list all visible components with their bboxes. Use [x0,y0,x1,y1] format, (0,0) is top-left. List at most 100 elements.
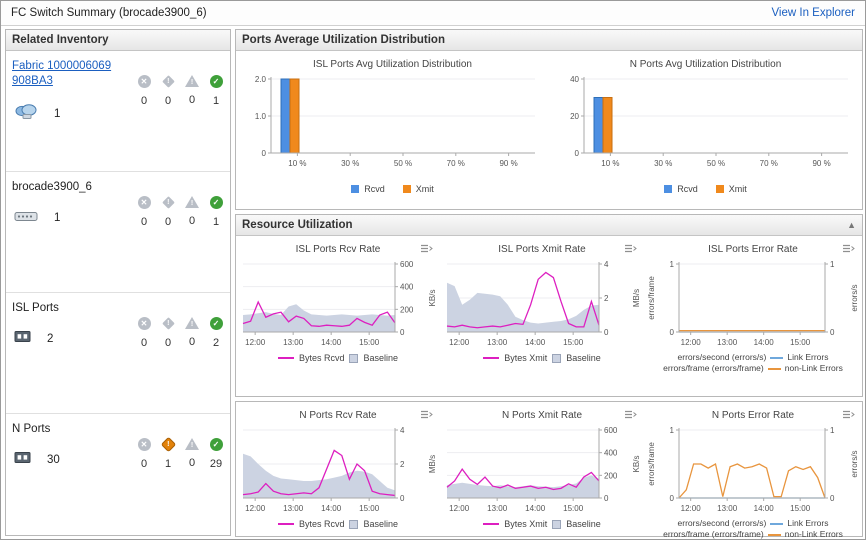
svg-text:12:00: 12:00 [449,338,470,347]
legend-item: Rcvd [677,184,698,194]
critical-status-icon: ! [161,438,175,451]
legend-box-swatch [552,353,562,363]
status-cell: ✕ 0 [136,196,152,284]
legend-item: Bytes Rcvd [298,519,345,529]
n-rcv-rate-chart: N Ports Rcv Rate 0 2 4 12:00 13:00 14:00 15:00 M… [237,408,439,539]
related-inventory-header: Related Inventory [6,30,230,51]
ok-status-icon: ✓ [209,196,223,209]
chart-title: N Ports Avg Utilization Distribution [629,58,782,70]
warning-status-icon: ! [185,317,199,329]
svg-text:MB/s: MB/s [632,289,641,307]
svg-text:0: 0 [670,494,675,503]
status-cell: ✓ 29 [208,438,224,527]
n-rate-charts: N Ports Rcv Rate 0 2 4 12:00 13:00 14:00 15:00 M… [236,402,862,540]
svg-text:20: 20 [570,112,579,121]
inventory-item-name[interactable]: Fabric 1000006069908BA3 [12,60,112,87]
svg-text:15:00: 15:00 [790,504,811,513]
critical-status-icon: ! [161,75,175,88]
status-count: 0 [140,337,148,349]
svg-text:1: 1 [670,260,675,269]
svg-text:50 %: 50 % [393,159,411,168]
window-header: FC Switch Summary (brocade3900_6) View I… [1,1,865,26]
resource-utilization-header: Resource Utilization ▲ [236,215,862,236]
svg-text:2: 2 [604,294,609,303]
svg-text:13:00: 13:00 [487,504,508,513]
critical-status-icon: ! [161,317,175,330]
svg-text:90 %: 90 % [499,159,517,168]
isl-avg-utilization-chart: ISL Ports Avg Utilization Distribution 0 1… [243,57,543,194]
svg-text:0: 0 [830,494,835,503]
n-ports-charts-panel: N Ports Rcv Rate 0 2 4 12:00 13:00 14:00 15:00 M… [235,401,863,540]
legend-item: Baseline [566,519,601,529]
svg-text:600: 600 [604,426,618,435]
isl-rcv-rate-chart: ISL Ports Rcv Rate 0 200 400 600 12:00 13:00 14… [237,242,439,375]
svg-text:0: 0 [400,328,405,337]
chart-menu-icon[interactable] [420,243,433,254]
chart-canvas: 0 20 40 10 % 30 % 50 % 70 % 90 % [570,75,848,168]
svg-text:12:00: 12:00 [245,504,266,513]
svg-text:13:00: 13:00 [283,338,304,347]
chart-menu-icon[interactable] [624,243,637,254]
svg-text:1.0: 1.0 [254,112,266,121]
chart-menu-icon[interactable] [624,409,637,420]
chart-title: N Ports Rcv Rate [299,409,377,421]
error-status-icon: ✕ [137,438,151,451]
chart-legend-row: errors/second (errors/s) Link Errors [678,518,829,529]
isl-error-rate-chart: ISL Ports Error Rate 0 0 1 1 12:00 13:00 14:00 1… [645,242,861,375]
svg-text:90 %: 90 % [812,159,830,168]
svg-text:400: 400 [400,283,414,292]
svg-text:0: 0 [261,149,266,158]
svg-text:2: 2 [400,460,405,469]
status-count: 1 [212,95,220,107]
svg-text:errors/frame: errors/frame [647,442,656,486]
legend-axis-text: errors/frame (errors/frame) [663,363,764,374]
legend-box-swatch [349,353,359,363]
chart-title: ISL Ports Xmit Rate [498,243,586,255]
chart-menu-icon[interactable] [842,243,855,254]
chart-legend: Bytes Xmit Baseline [483,519,601,529]
svg-text:12:00: 12:00 [681,338,702,347]
status-count: 0 [188,457,196,469]
svg-text:KB/s: KB/s [632,456,641,473]
collapse-panel-icon[interactable]: ▲ [847,220,856,230]
chart-legend: Bytes Rcvd Baseline [277,353,398,363]
status-cell: ✕ 0 [136,317,152,405]
svg-text:200: 200 [604,471,618,480]
chart-legend-row: errors/second (errors/s) Link Errors [678,352,829,363]
svg-text:errors/s: errors/s [850,284,859,311]
legend-item: non-Link Errors [784,529,843,540]
status-cell: ! 0 [184,438,200,527]
legend-box-swatch [552,519,562,529]
inventory-list: Fabric 1000006069908BA3 1 ✕ 0! 0! 0 ✓ 1 brocade3… [6,51,230,535]
chart-legend-row: errors/frame (errors/frame) non-Link Erro… [663,529,843,540]
inventory-item-name: N Ports [12,423,51,435]
svg-text:600: 600 [400,260,414,269]
status-cell: ! 1 [160,438,176,527]
chart-menu-icon[interactable] [420,409,433,420]
view-in-explorer-link[interactable]: View In Explorer [771,7,855,19]
chart-menu-icon[interactable] [842,409,855,420]
svg-text:14:00: 14:00 [754,338,775,347]
status-cell: ! 0 [184,196,200,284]
port-icon [14,330,31,342]
svg-text:0: 0 [574,149,579,158]
status-cell: ! 0 [160,317,176,405]
legend-item: Bytes Xmit [504,519,548,529]
resource-utilization-panel: Resource Utilization ▲ ISL Ports Rcv Rat… [235,214,863,397]
svg-text:200: 200 [400,305,414,314]
legend-item: Xmit [415,184,434,194]
svg-text:14:00: 14:00 [525,504,546,513]
status-count: 0 [188,94,196,106]
svg-text:30 %: 30 % [341,159,359,168]
chart-canvas: 0 2 4 12:00 13:00 14:00 15:00 MB/s [446,260,641,347]
chart-title: ISL Ports Error Rate [708,243,798,255]
legend-line-swatch [770,356,784,359]
svg-text:14:00: 14:00 [525,338,546,347]
ok-status-icon: ✓ [209,75,223,88]
legend-axis-text: errors/second (errors/s) [677,518,767,528]
inventory-item-name: ISL Ports [12,302,59,314]
svg-text:30 %: 30 % [654,159,672,168]
svg-text:errors/frame: errors/frame [647,276,656,320]
ports-distribution-title: Ports Average Utilization Distribution [242,34,445,46]
